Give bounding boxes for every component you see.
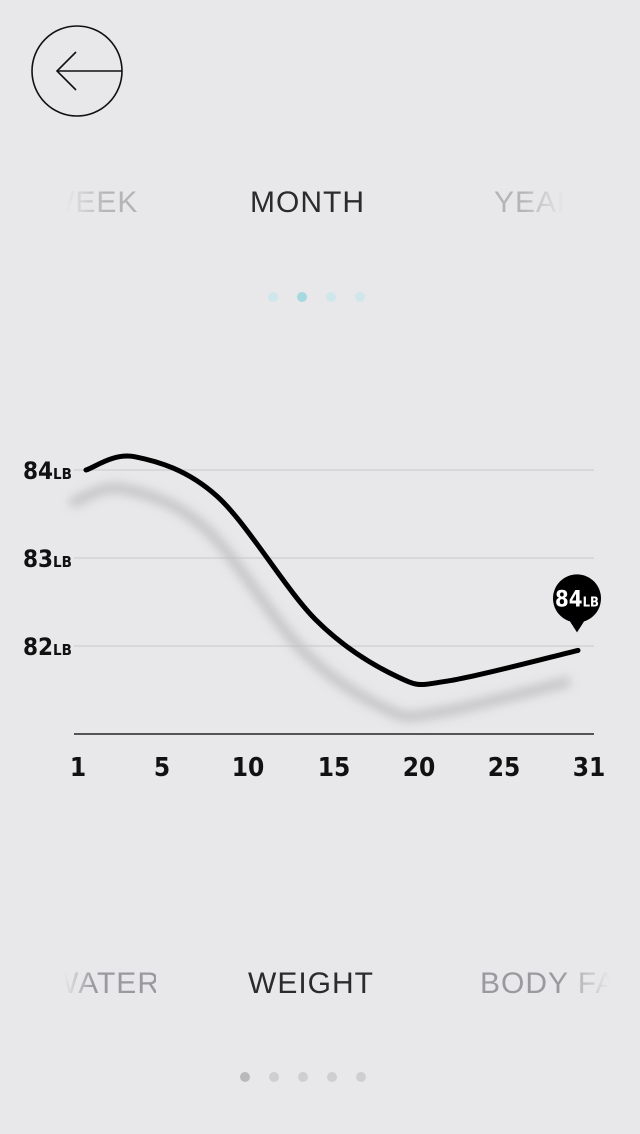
pager-dot[interactable] [298,1072,308,1082]
weight-chart: 84LB 83LB 82LB 1 5 10 15 20 25 31 84LB [0,420,640,820]
x-tick-label: 20 [403,753,436,783]
x-tick-label: 15 [318,753,351,783]
tab-water[interactable]: WATER [64,967,156,1000]
period-pager [268,292,365,302]
marker-bubble [553,574,601,623]
x-tick-label: 25 [488,753,521,783]
tab-weight[interactable]: WEIGHT [248,967,374,1000]
pager-dot[interactable] [356,1072,366,1082]
marker-label: 84LB [555,587,599,612]
y-tick-label: 83LB [23,545,72,573]
arrow-left-circle-icon [31,25,123,117]
period-tabs: WEEK MONTH YEAR [0,186,640,230]
pager-dot-active[interactable] [240,1072,250,1082]
series-line [83,453,581,687]
x-tick-label: 1 [70,753,86,783]
y-tick-label: 84LB [23,457,72,485]
pager-dot[interactable] [269,1072,279,1082]
x-tick-label: 31 [573,753,606,783]
metric-tabs: WATER WEIGHT BODY FAT [0,967,640,1011]
y-tick-label: 82LB [23,633,72,661]
tab-year[interactable]: YEAR [494,186,564,219]
pager-dot[interactable] [327,1072,337,1082]
pager-dot-active[interactable] [297,292,307,302]
tab-body-fat[interactable]: BODY FAT [480,967,610,1000]
metric-pager [240,1072,366,1082]
x-tick-label: 10 [232,753,265,783]
tab-week[interactable]: WEEK [66,186,139,219]
pager-dot[interactable] [326,292,336,302]
back-button[interactable] [30,24,124,118]
tab-month[interactable]: MONTH [250,186,365,219]
pager-dot[interactable] [355,292,365,302]
series-line-shadow [69,483,571,722]
pager-dot[interactable] [268,292,278,302]
x-tick-label: 5 [154,753,170,783]
